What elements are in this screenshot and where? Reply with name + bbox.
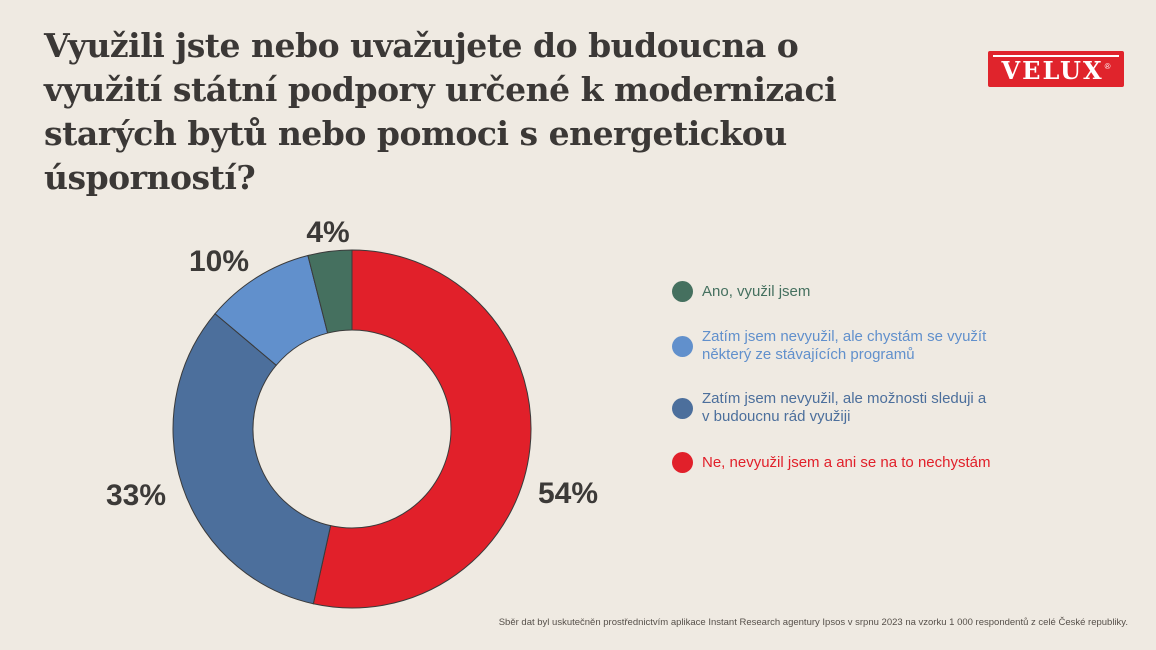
legend-item-moznosti-sleduji: Zatím jsem nevyužil, ale možnosti sleduj… [672,390,990,426]
legend-dot-lightblue-icon [672,335,693,357]
velux-logo-topline [993,55,1119,57]
velux-logo-text: VELUX [1001,56,1104,85]
legend-item-nechystam: Ne, nevyužil jsem a ani se na to nechyst… [672,452,990,473]
legend-item-label: Ano, využil jsem [702,282,811,300]
velux-logo: VELUX ® [988,51,1124,87]
source-note: Sběr dat byl uskutečněn prostřednictvím … [498,617,1128,628]
legend-item-chystam-se-vyuzit: Zatím jsem nevyužil, ale chystám se využ… [672,328,990,364]
segment-percent-label: 33% [105,479,167,512]
donut-segment [172,312,332,605]
donut-segment [312,249,532,609]
chart-legend: Ano, využil jsem Zatím jsem nevyužil, al… [672,281,990,473]
page-title: Využili jste nebo uvažujete do budoucna … [44,26,837,197]
legend-item-label: Ne, nevyužil jsem a ani se na to nechyst… [702,453,991,471]
legend-dot-red-icon [672,452,693,473]
segment-percent-label: 4% [306,216,350,249]
segment-percent-label: 54% [537,477,599,510]
legend-item-label: Zatím jsem nevyužil, ale chystám se využ… [702,328,987,363]
legend-item-ano-vyuzil: Ano, využil jsem [672,281,990,302]
legend-item-label: Zatím jsem nevyužil, ale možnosti sleduj… [702,390,987,425]
registered-trademark-icon: ® [1104,61,1111,71]
legend-dot-green-icon [672,281,693,302]
donut-segment [307,249,353,334]
segment-percent-label: 10% [188,245,250,278]
legend-dot-steelblue-icon [672,397,693,419]
